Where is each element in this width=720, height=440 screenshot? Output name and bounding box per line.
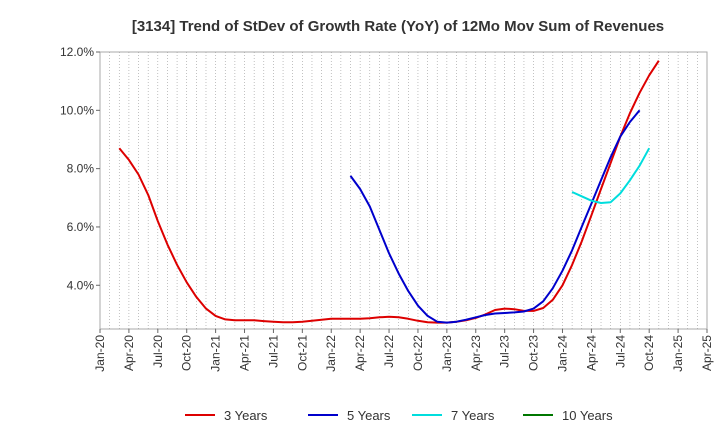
x-tick-label: Jul-22 — [382, 335, 396, 368]
y-tick-label: 12.0% — [60, 45, 94, 59]
y-tick-label: 6.0% — [67, 220, 95, 234]
series-line-5-years — [349, 109, 641, 324]
series-line-3-years — [118, 60, 660, 324]
x-tick-label: Jul-23 — [498, 335, 512, 368]
x-tick-label: Jul-20 — [151, 335, 165, 368]
x-tick-label: Apr-23 — [469, 335, 483, 371]
legend-label-10-years: 10 Years — [562, 408, 613, 423]
x-tick-label: Oct-22 — [411, 335, 425, 371]
x-tick-label: Apr-24 — [584, 335, 598, 371]
x-tick-label: Jan-20 — [93, 335, 107, 372]
y-tick-label: 10.0% — [60, 103, 94, 117]
legend-label-5-years: 5 Years — [347, 408, 391, 423]
x-tick-label: Jan-23 — [440, 335, 454, 372]
x-tick-label: Oct-21 — [295, 335, 309, 371]
x-tick-label: Apr-25 — [700, 335, 714, 371]
series-line-7-years — [571, 147, 651, 204]
x-tick-label: Oct-24 — [642, 335, 656, 371]
x-tick-label: Oct-23 — [527, 335, 541, 371]
x-tick-label: Jul-21 — [266, 335, 280, 368]
x-tick-label: Apr-21 — [238, 335, 252, 371]
y-tick-label: 8.0% — [67, 162, 95, 176]
x-axis: Jan-20 Apr-20 Jul-20 Oct-20 Jan-21 Apr-21 Jul-… — [93, 329, 714, 372]
x-tick-label: Jul-24 — [613, 335, 627, 368]
chart-title: [3134] Trend of StDev of Growth Rate (Yo… — [132, 18, 664, 35]
legend-label-3-years: 3 Years — [224, 408, 268, 423]
x-tick-label: Oct-20 — [180, 335, 194, 371]
x-tick-label: Apr-22 — [353, 335, 367, 371]
x-tick-label: Jan-25 — [671, 335, 685, 372]
x-tick-label: Apr-20 — [122, 335, 136, 371]
x-tick-label: Jan-22 — [324, 335, 338, 372]
x-tick-label: Jan-21 — [209, 335, 223, 372]
series-lines — [118, 60, 660, 324]
y-axis: 4.0% 6.0% 8.0% 10.0% 12.0% — [60, 45, 100, 292]
legend-label-7-years: 7 Years — [451, 408, 495, 423]
x-tick-label: Jan-24 — [555, 335, 569, 372]
y-tick-label: 4.0% — [67, 278, 95, 292]
legend: 3 Years 5 Years 7 Years 10 Years — [185, 408, 613, 423]
grid-lines — [109, 52, 698, 329]
